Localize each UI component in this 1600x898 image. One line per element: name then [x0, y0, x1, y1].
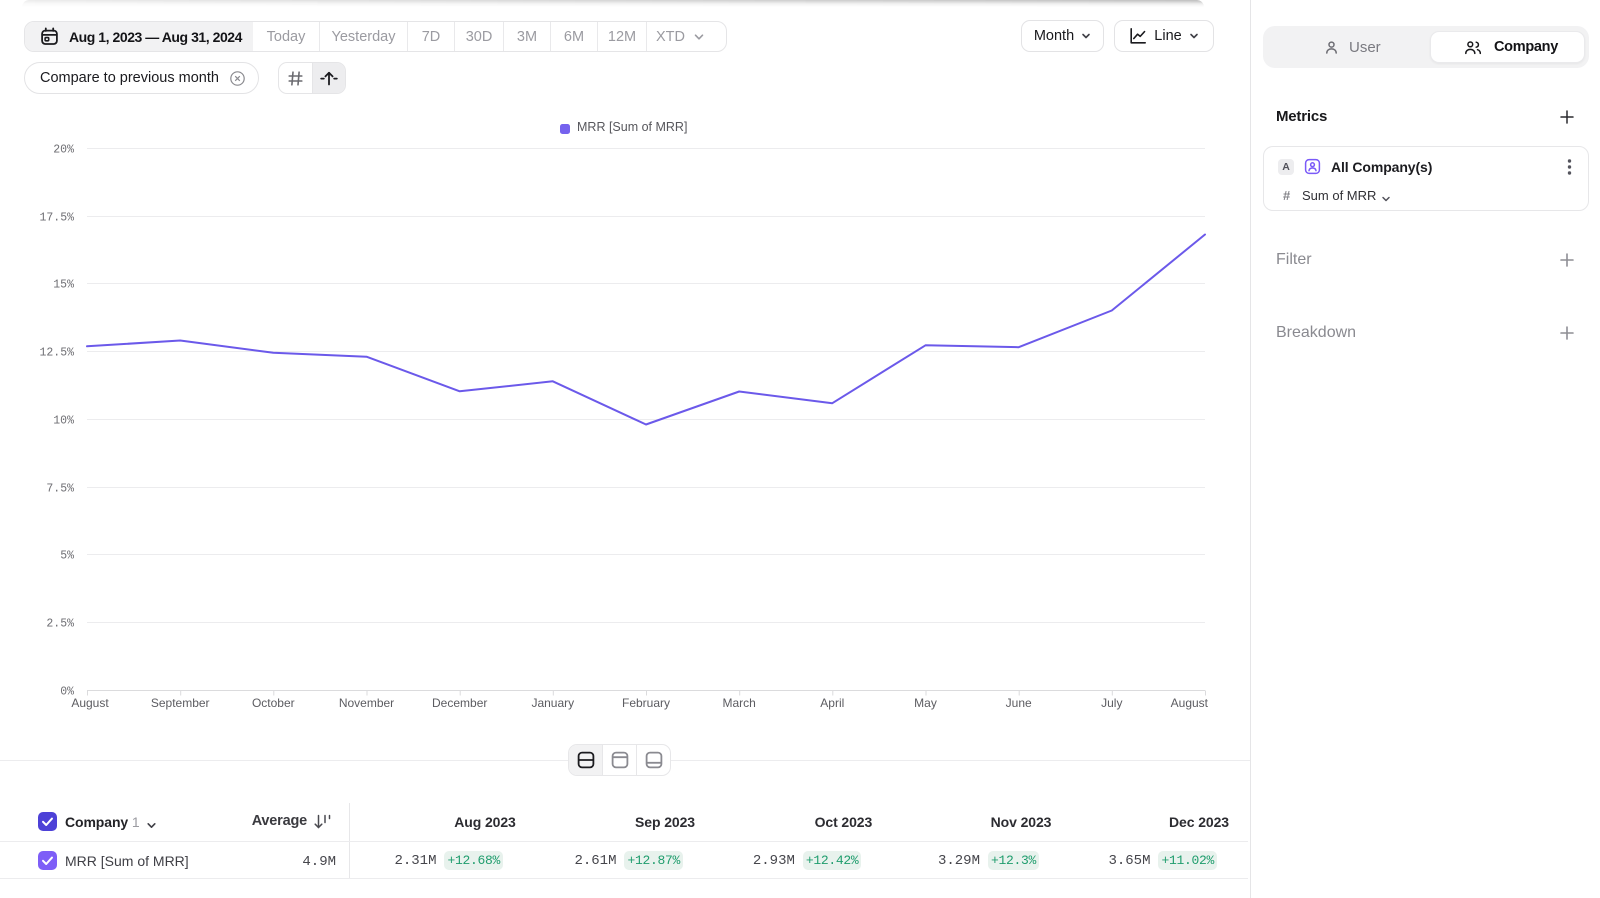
svg-text:March: March — [723, 696, 756, 710]
svg-text:November: November — [339, 696, 394, 710]
svg-text:August: August — [71, 696, 109, 710]
svg-text:7.5%: 7.5% — [46, 483, 74, 496]
svg-text:10%: 10% — [53, 415, 74, 428]
svg-text:5%: 5% — [60, 550, 74, 563]
svg-text:17.5%: 17.5% — [39, 212, 74, 225]
svg-text:August: August — [1171, 696, 1209, 710]
svg-text:May: May — [914, 696, 937, 710]
svg-text:June: June — [1006, 696, 1032, 710]
svg-text:0%: 0% — [60, 686, 74, 699]
svg-text:December: December — [432, 696, 487, 710]
svg-text:2.5%: 2.5% — [46, 618, 74, 631]
svg-text:April: April — [820, 696, 844, 710]
svg-text:15%: 15% — [53, 279, 74, 292]
svg-text:January: January — [531, 696, 574, 710]
svg-text:20%: 20% — [53, 144, 74, 157]
svg-text:July: July — [1101, 696, 1122, 710]
svg-text:12.5%: 12.5% — [39, 347, 74, 360]
svg-text:October: October — [252, 696, 295, 710]
svg-text:September: September — [151, 696, 210, 710]
svg-text:February: February — [622, 696, 670, 710]
